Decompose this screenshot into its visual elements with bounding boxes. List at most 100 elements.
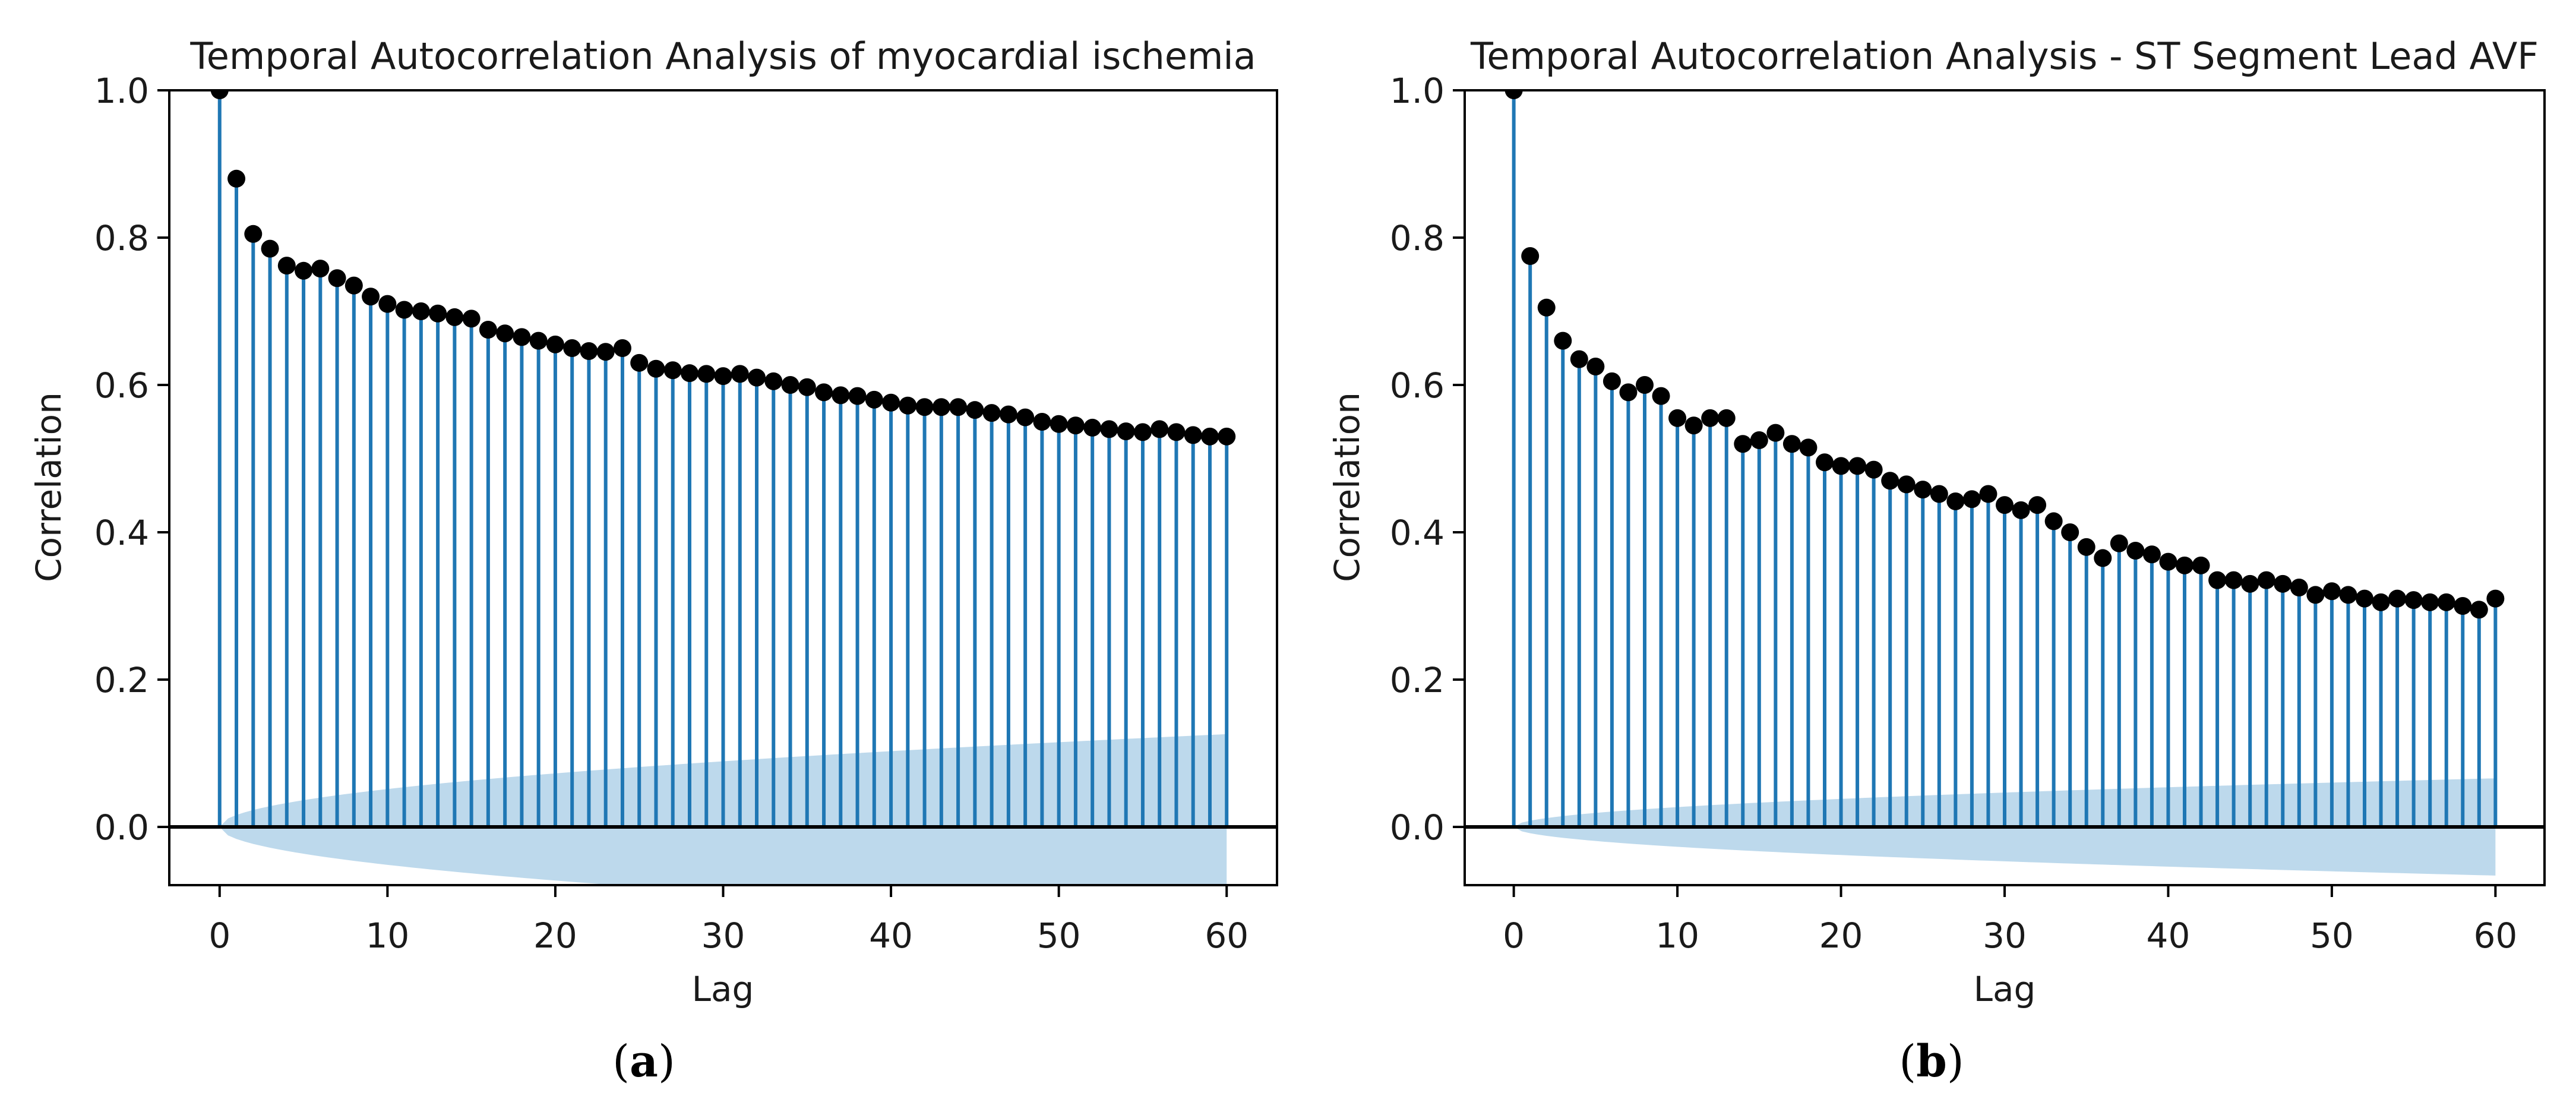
x-tick-label: 30 — [701, 915, 745, 956]
data-marker — [2159, 552, 2177, 571]
data-marker — [2454, 597, 2472, 615]
data-marker — [1150, 420, 1169, 438]
data-marker — [1668, 409, 1687, 427]
data-marker — [1586, 358, 1605, 376]
data-marker — [1816, 453, 1834, 472]
y-tick-label: 0.2 — [1390, 660, 1445, 700]
data-marker — [596, 343, 615, 361]
data-marker — [647, 359, 665, 378]
data-marker — [731, 365, 749, 383]
data-marker — [2094, 549, 2112, 567]
data-marker — [2322, 582, 2341, 601]
data-marker — [1799, 438, 1818, 457]
data-marker — [2404, 591, 2423, 609]
data-marker — [781, 376, 799, 394]
x-tick-label: 50 — [2310, 915, 2354, 956]
data-marker — [2356, 589, 2373, 608]
y-tick-label: 0.6 — [94, 365, 149, 406]
data-marker — [1701, 409, 1720, 427]
data-marker — [1537, 298, 1556, 317]
stem-lines — [217, 90, 1229, 828]
stem-lines — [1512, 90, 2498, 828]
data-marker — [714, 367, 732, 386]
data-marker — [1881, 472, 1899, 490]
data-marker — [580, 342, 598, 360]
y-tick-label: 1.0 — [94, 71, 149, 111]
data-marker — [680, 364, 698, 383]
data-marker — [462, 310, 481, 328]
data-marker — [2388, 589, 2407, 608]
caption-a-close: ) — [658, 1036, 675, 1087]
data-marker — [832, 386, 850, 405]
data-marker — [1167, 423, 1186, 441]
data-marker — [2176, 556, 2193, 574]
data-marker — [2486, 589, 2505, 608]
data-marker — [613, 339, 631, 358]
acf-plot-a: 0 10 20 30 40 50 60 0.0 0.2 0.4 0.6 0.8 1.0 — [94, 71, 1278, 956]
data-marker — [2126, 542, 2145, 560]
data-marker — [261, 239, 279, 258]
data-marker — [2241, 574, 2259, 593]
data-marker — [2012, 501, 2030, 519]
plot-title-b: Temporal Autocorrelation Analysis - ST S… — [1471, 34, 2539, 78]
data-marker — [1750, 431, 1768, 450]
data-marker — [1782, 435, 1801, 453]
caption-a-letter: a — [630, 1036, 658, 1087]
data-marker — [2339, 586, 2357, 604]
y-tick-label: 0.8 — [1390, 218, 1445, 258]
data-marker — [227, 169, 246, 188]
data-marker — [496, 324, 514, 343]
data-marker — [982, 404, 1001, 422]
data-marker — [764, 372, 783, 390]
data-marker — [2372, 593, 2390, 611]
plot-area-b — [1465, 90, 2545, 876]
data-marker — [2142, 545, 2161, 564]
x-tick-label: 10 — [1655, 915, 1699, 956]
data-marker — [1066, 416, 1085, 435]
data-marker — [1914, 481, 1932, 499]
data-marker — [748, 368, 766, 387]
data-marker — [1521, 247, 1540, 266]
y-tick-label: 1.0 — [1390, 71, 1445, 111]
data-marker — [882, 393, 900, 412]
data-marker — [2437, 593, 2455, 611]
data-marker — [1184, 426, 1202, 444]
data-markers — [1504, 90, 2505, 619]
data-marker — [277, 257, 296, 275]
data-marker — [2077, 538, 2095, 556]
data-marker — [1996, 496, 2014, 514]
data-marker — [1684, 416, 1703, 435]
y-tick-label: 0.4 — [94, 513, 149, 553]
data-marker — [1554, 331, 1572, 350]
data-marker — [529, 331, 548, 350]
x-tick-label: 40 — [2147, 915, 2191, 956]
data-marker — [1603, 372, 1621, 390]
x-tick-label: 0 — [208, 915, 230, 956]
y-tick-label: 0.4 — [1390, 513, 1445, 553]
data-marker — [1100, 420, 1118, 438]
data-marker — [2274, 574, 2292, 593]
x-tick-label: 40 — [869, 915, 913, 956]
data-marker — [1962, 490, 1981, 509]
data-marker — [1050, 415, 1068, 433]
data-marker — [2061, 523, 2079, 542]
y-axis-ticks: 0.0 0.2 0.4 0.6 0.8 1.0 — [1390, 71, 1465, 848]
data-marker — [546, 335, 564, 353]
data-marker — [663, 361, 682, 380]
data-marker — [848, 387, 867, 405]
x-tick-label: 50 — [1037, 915, 1081, 956]
data-marker — [1570, 350, 1588, 368]
data-marker — [210, 90, 229, 99]
data-markers — [210, 90, 1236, 446]
data-marker — [412, 302, 430, 321]
data-marker — [1946, 492, 1965, 510]
data-marker — [1083, 418, 1102, 437]
data-marker — [295, 261, 313, 280]
x-tick-label: 60 — [2473, 915, 2517, 956]
data-marker — [378, 295, 397, 313]
data-marker — [2257, 571, 2275, 589]
data-marker — [2470, 601, 2488, 619]
x-tick-label: 60 — [1205, 915, 1249, 956]
